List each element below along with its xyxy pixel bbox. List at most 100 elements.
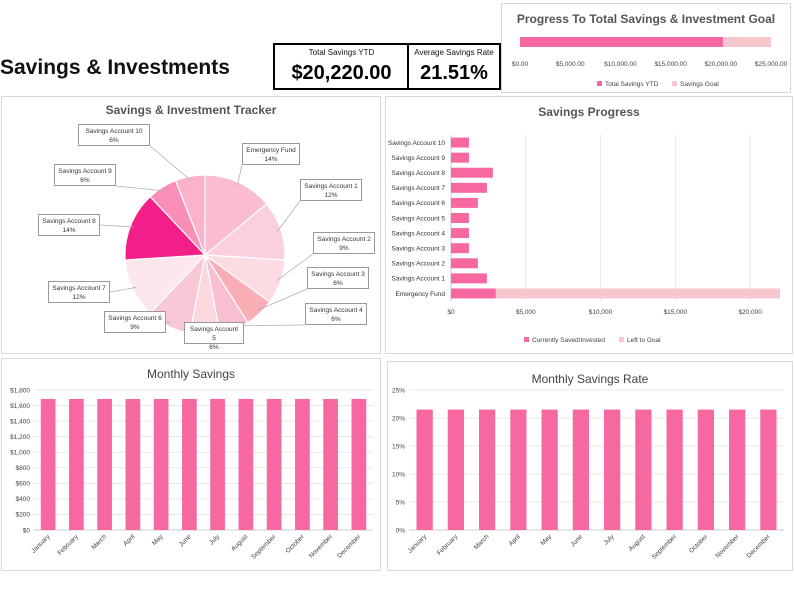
progress-bar-saved <box>451 213 469 223</box>
pie-leader-line <box>237 164 243 187</box>
monthly-rate-category-label: April <box>508 533 523 548</box>
monthly-savings-category-label: May <box>151 533 165 547</box>
progress-bar-saved <box>451 258 478 269</box>
pie-callout-label: Savings Account 7 <box>52 285 106 292</box>
monthly-rate-bar <box>635 409 652 530</box>
monthly-savings-title: Monthly Savings <box>146 367 236 381</box>
tracker-pie-chart <box>99 145 314 336</box>
pie-callout-label: Savings Account 1 <box>304 183 358 190</box>
pie-callout-label: Savings Account 4 <box>309 307 363 314</box>
monthly-savings-category-label: April <box>122 533 137 548</box>
progress-category-label: Savings Account 1 <box>392 276 446 283</box>
monthly-savings-bar <box>153 398 169 530</box>
pie-callout-label: Savings Account 10 <box>85 128 143 135</box>
monthly-savings-bar <box>238 398 254 530</box>
pie-slice <box>174 174 206 256</box>
pie-callout: Savings Account 7 12% <box>48 281 110 303</box>
progress-chart-title: Savings Progress <box>538 105 640 119</box>
monthly-savings-tick-label: $1,400 <box>10 418 30 425</box>
progress-tick-label: $20,000 <box>738 309 762 316</box>
monthly-rate-tick-label: 10% <box>392 471 405 478</box>
pie-leader-line <box>276 200 301 232</box>
monthly-savings-tick-label: $1,600 <box>10 403 30 410</box>
kpi-total-savings: Total Savings YTD $20,220.00 <box>275 45 408 88</box>
monthly-rate-panel: Monthly Savings Rate 0% 5% 10% 15% 20% 25% Jan… <box>387 361 793 571</box>
monthly-savings-bar <box>323 398 338 530</box>
monthly-savings-category-label: August <box>230 533 249 552</box>
monthly-savings-tick-label: $600 <box>16 481 31 488</box>
monthly-rate-title: Monthly Savings Rate <box>531 372 649 386</box>
pie-leader-line <box>232 324 306 327</box>
monthly-savings-panel: Monthly Savings $0 $200 $400 $600 $800 $1,000… <box>1 358 381 571</box>
progress-category-label: Savings Account 4 <box>392 230 446 237</box>
monthly-rate-category-label: November <box>714 533 741 560</box>
pie-callout-label: Savings Account 5 <box>189 326 239 342</box>
monthly-rate-category-label: February <box>436 533 460 557</box>
progress-category-label: Savings Account 7 <box>392 185 446 192</box>
monthly-rate-tick-label: 20% <box>392 415 405 422</box>
monthly-rate-bar <box>760 409 777 530</box>
progress-bar-saved <box>451 167 493 178</box>
progress-bar-saved <box>451 243 469 254</box>
goal-bar-saved <box>520 37 724 47</box>
progress-category-label: Savings Account 2 <box>392 261 446 268</box>
progress-legend-label: Currently Saved/Invested <box>532 337 605 344</box>
monthly-rate-bar <box>729 409 746 530</box>
monthly-savings-category-label: November <box>308 533 335 560</box>
pie-callout-pct: 6% <box>333 280 343 287</box>
pie-callout-pct: 9% <box>130 324 140 331</box>
pie-callout-label: Savings Account 3 <box>311 271 365 278</box>
progress-legend-swatch <box>619 337 624 342</box>
pie-callout: Savings Account 8 14% <box>38 214 100 236</box>
monthly-rate-bar <box>416 409 433 530</box>
pie-callout-label: Savings Account 9 <box>58 168 112 175</box>
monthly-rate-bar <box>604 409 621 530</box>
kpi-rate-value: 21.51% <box>420 62 488 84</box>
goal-tick-label: $20,000.00 <box>705 61 738 68</box>
progress-category-label: Savings Account 3 <box>392 245 446 252</box>
monthly-savings-category-label: March <box>90 533 108 551</box>
pie-callout: Savings Account 1 12% <box>300 179 362 201</box>
monthly-rate-bar <box>572 409 589 530</box>
pie-callout-pct: 12% <box>324 192 338 199</box>
page-title: Savings & Investments <box>0 56 230 79</box>
monthly-savings-bar <box>210 398 225 530</box>
progress-category-label: Savings Account 10 <box>388 140 445 147</box>
pie-callout-pct: 6% <box>109 137 119 144</box>
progress-category-label: Savings Account 5 <box>392 215 446 222</box>
monthly-rate-bar <box>479 409 496 530</box>
pie-callout: Savings Account 4 6% <box>305 303 367 325</box>
monthly-savings-category-label: February <box>56 533 80 557</box>
goal-chart-title: Progress To Total Savings & Investment G… <box>516 12 776 26</box>
tracker-panel: Savings & Investment Tracker Emergency F… <box>1 96 381 354</box>
goal-tick-label: $5,000.00 <box>556 61 585 68</box>
monthly-savings-tick-label: $1,200 <box>10 434 30 441</box>
kpi-box: Total Savings YTD $20,220.00 Average Sav… <box>273 43 501 90</box>
goal-legend-swatch <box>597 81 602 86</box>
goal-tick-label: $0.00 <box>512 61 529 68</box>
tracker-chart-title: Savings & Investment Tracker <box>105 103 277 117</box>
monthly-rate-tick-label: 25% <box>392 387 405 394</box>
progress-bar-saved <box>451 197 478 208</box>
monthly-savings-bar <box>97 398 112 530</box>
progress-category-label: Savings Account 8 <box>392 170 446 177</box>
pie-callout-label: Emergency Fund <box>246 147 296 154</box>
kpi-rate-label: Average Savings Rate <box>414 48 494 57</box>
pie-slice <box>124 195 207 261</box>
pie-callout-pct: 9% <box>339 245 349 252</box>
pie-callout: Emergency Fund 14% <box>242 143 300 165</box>
monthly-rate-category-label: January <box>407 533 429 555</box>
pie-slice <box>204 174 268 257</box>
monthly-rate-category-label: July <box>602 533 616 547</box>
monthly-rate-tick-label: 0% <box>396 527 406 534</box>
progress-tick-label: $5,000 <box>516 309 536 316</box>
monthly-savings-tick-label: $400 <box>16 496 31 503</box>
pie-callout: Savings Account 10 6% <box>78 124 150 146</box>
progress-tick-label: $15,000 <box>664 309 688 316</box>
monthly-savings-bar <box>69 398 84 530</box>
pie-callout-label: Savings Account 8 <box>42 218 96 225</box>
monthly-savings-category-label: October <box>284 533 306 555</box>
pie-leader-line <box>109 287 137 293</box>
goal-legend-label: Savings Goal <box>680 81 719 88</box>
progress-tick-label: $0 <box>447 309 455 316</box>
